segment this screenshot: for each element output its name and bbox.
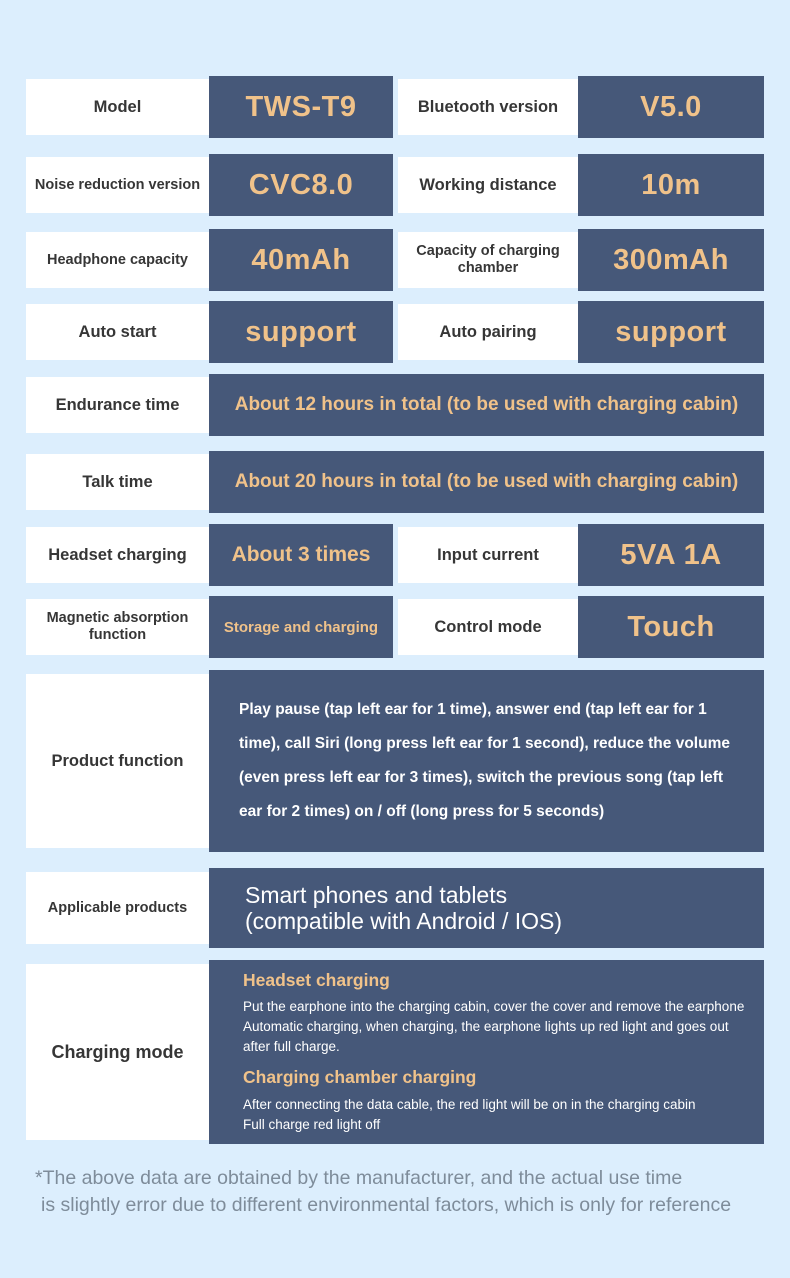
auto-pairing-label-cell: Auto pairing xyxy=(398,304,578,360)
model-label: Model xyxy=(93,97,142,116)
working-distance-label: Working distance xyxy=(419,175,557,194)
endurance-time-label: Endurance time xyxy=(55,395,180,414)
magnetic-absorption-value: Storage and charging xyxy=(223,618,379,636)
charging-mode-label: Charging mode xyxy=(51,1041,184,1062)
spec-row-applicable-products: Applicable products Smart phones and tab… xyxy=(26,868,764,948)
noise-reduction-value-cell: CVC8.0 xyxy=(209,154,393,216)
noise-reduction-label-cell: Noise reduction version xyxy=(26,157,209,213)
auto-pairing-value-cell: support xyxy=(578,301,764,363)
spec-row-talk-time: Talk time About 20 hours in total (to be… xyxy=(26,451,764,513)
auto-pairing-label: Auto pairing xyxy=(439,322,537,341)
control-mode-value: Touch xyxy=(627,610,715,643)
bluetooth-version-value: V5.0 xyxy=(640,90,702,123)
working-distance-value-cell: 10m xyxy=(578,154,764,216)
spec-row-noise-reduction: Noise reduction version CVC8.0 Working d… xyxy=(26,154,764,216)
control-mode-value-cell: Touch xyxy=(578,596,764,658)
chamber-charging-heading: Charging chamber charging xyxy=(243,1066,477,1087)
control-mode-label-cell: Control mode xyxy=(398,599,578,655)
endurance-time-value: About 12 hours in total (to be used with… xyxy=(234,394,739,415)
headphone-capacity-label-cell: Headphone capacity xyxy=(26,232,209,288)
product-function-label-cell: Product function xyxy=(26,674,209,848)
input-current-label-cell: Input current xyxy=(398,527,578,583)
headphone-capacity-value: 40mAh xyxy=(251,243,351,276)
spec-table: Model TWS-T9 Bluetooth version V5.0 Nois… xyxy=(26,76,764,1144)
chamber-charging-instructions: After connecting the data cable, the red… xyxy=(243,1096,696,1132)
charging-mode-label-cell: Charging mode xyxy=(26,964,209,1140)
noise-reduction-label: Noise reduction version xyxy=(34,176,201,193)
spec-row-charging-mode: Charging mode Headset charging Put the e… xyxy=(26,960,764,1144)
applicable-products-label: Applicable products xyxy=(47,899,188,916)
headset-charging-value: About 3 times xyxy=(231,543,371,566)
headset-charging-heading: Headset charging xyxy=(243,969,390,990)
headphone-capacity-label: Headphone capacity xyxy=(46,251,188,268)
headset-charging-label: Headset charging xyxy=(48,545,187,564)
bluetooth-version-label: Bluetooth version xyxy=(417,97,559,116)
auto-start-label-cell: Auto start xyxy=(26,304,209,360)
input-current-label: Input current xyxy=(437,545,539,564)
control-mode-label: Control mode xyxy=(434,617,542,636)
magnetic-absorption-label-cell: Magnetic absorption function xyxy=(26,599,209,655)
talk-time-label: Talk time xyxy=(82,472,153,491)
applicable-products-label-cell: Applicable products xyxy=(26,872,209,944)
footnote: *The above data are obtained by the manu… xyxy=(35,1165,790,1219)
applicable-products-value-cell: Smart phones and tablets (compatible wit… xyxy=(209,868,764,948)
model-value-cell: TWS-T9 xyxy=(209,76,393,138)
headphone-capacity-value-cell: 40mAh xyxy=(209,229,393,291)
auto-start-value-cell: support xyxy=(209,301,393,363)
spec-row-product-function: Product function Play pause (tap left ea… xyxy=(26,670,764,852)
charging-chamber-capacity-value: 300mAh xyxy=(613,243,729,276)
product-function-value-cell: Play pause (tap left ear for 1 time), an… xyxy=(209,670,764,852)
model-value: TWS-T9 xyxy=(245,90,357,123)
talk-time-value-cell: About 20 hours in total (to be used with… xyxy=(209,451,764,513)
spec-row-magnetic: Magnetic absorption function Storage and… xyxy=(26,596,764,658)
charging-mode-value-cell: Headset charging Put the earphone into t… xyxy=(209,960,764,1144)
input-current-value: 5VA 1A xyxy=(620,538,722,571)
auto-start-value: support xyxy=(245,315,357,348)
applicable-products-text: Smart phones and tablets (compatible wit… xyxy=(245,882,563,934)
working-distance-value: 10m xyxy=(641,168,701,201)
headset-charging-instructions: Put the earphone into the charging cabin… xyxy=(243,998,745,1054)
spec-row-endurance-time: Endurance time About 12 hours in total (… xyxy=(26,374,764,436)
magnetic-absorption-value-cell: Storage and charging xyxy=(209,596,393,658)
product-function-text: Play pause (tap left ear for 1 time), an… xyxy=(239,701,730,820)
headset-charging-value-cell: About 3 times xyxy=(209,524,393,586)
working-distance-label-cell: Working distance xyxy=(398,157,578,213)
auto-start-label: Auto start xyxy=(78,322,157,341)
talk-time-value: About 20 hours in total (to be used with… xyxy=(234,471,739,492)
talk-time-label-cell: Talk time xyxy=(26,454,209,510)
spec-row-auto: Auto start support Auto pairing support xyxy=(26,301,764,363)
auto-pairing-value: support xyxy=(615,315,727,348)
product-function-label: Product function xyxy=(51,751,184,770)
footnote-line-1: *The above data are obtained by the manu… xyxy=(35,1167,683,1189)
noise-reduction-value: CVC8.0 xyxy=(248,168,354,201)
charging-chamber-capacity-label: Capacity of charging chamber xyxy=(416,243,560,276)
bluetooth-version-value-cell: V5.0 xyxy=(578,76,764,138)
endurance-time-value-cell: About 12 hours in total (to be used with… xyxy=(209,374,764,436)
input-current-value-cell: 5VA 1A xyxy=(578,524,764,586)
footnote-line-2: is slightly error due to different envir… xyxy=(41,1194,732,1216)
spec-row-headset-charging: Headset charging About 3 times Input cur… xyxy=(26,524,764,586)
magnetic-absorption-label: Magnetic absorption function xyxy=(46,610,189,643)
model-label-cell: Model xyxy=(26,79,209,135)
charging-chamber-capacity-value-cell: 300mAh xyxy=(578,229,764,291)
bluetooth-version-label-cell: Bluetooth version xyxy=(398,79,578,135)
endurance-time-label-cell: Endurance time xyxy=(26,377,209,433)
headset-charging-label-cell: Headset charging xyxy=(26,527,209,583)
spec-row-model: Model TWS-T9 Bluetooth version V5.0 xyxy=(26,76,764,138)
charging-chamber-capacity-label-cell: Capacity of charging chamber xyxy=(398,232,578,288)
spec-row-capacity: Headphone capacity 40mAh Capacity of cha… xyxy=(26,229,764,291)
